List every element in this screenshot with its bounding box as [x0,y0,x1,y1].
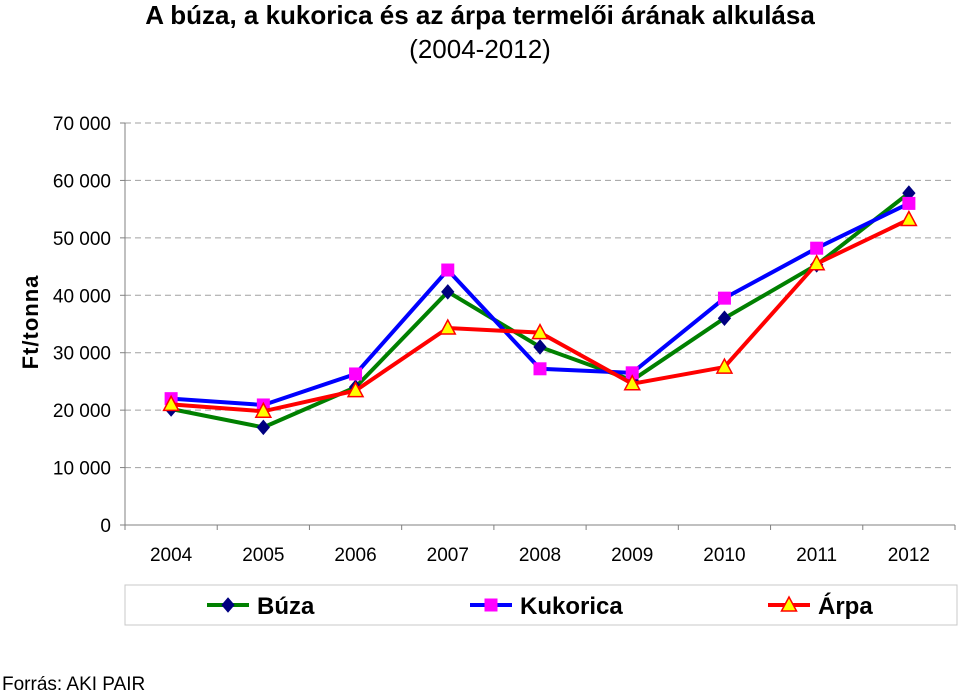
x-tick-label: 2007 [427,545,469,566]
legend-label-2: Kukorica [520,593,623,620]
data-point-s2-2009 [625,366,639,380]
y-tick-label: 30 000 [53,344,111,365]
source-note: Forrás: AKI PAIR [2,674,146,695]
x-tick-label: 2004 [150,545,193,566]
x-tick-label: 2006 [334,545,376,566]
grid-lines [125,122,955,469]
legend-label-1: Búza [257,593,315,620]
data-point-s1-2008 [533,339,547,355]
x-tick-label: 2005 [242,545,284,566]
data-point-s3-2007 [439,318,457,335]
x-tick-label: 2012 [888,545,930,566]
data-point-s3-2006 [346,381,365,398]
y-tick-label: 70 000 [53,114,111,135]
legend: Búza Kukorica Árpa [124,584,958,626]
data-point-s2-2011 [810,241,824,255]
data-point-s3-2010 [715,357,734,374]
x-tick-label: 2010 [703,545,745,566]
axes [120,122,956,530]
chart-subtitle: (2004-2012) [409,34,551,64]
data-point-s3-2012 [900,209,918,227]
data-point-s1-2005 [256,419,270,436]
legend-box [124,584,958,626]
y-tick-label: 10 000 [53,459,111,480]
y-tick-label: 0 [100,516,111,537]
legend-marker-2 [484,598,498,612]
data-point-s1-2007 [441,284,455,300]
y-tick-label: 40 000 [53,286,111,307]
data-point-s3-2004 [162,394,180,412]
x-tick-label: 2011 [796,545,837,566]
y-tick-label: 20 000 [53,401,111,422]
data-point-s3-2008 [531,323,549,340]
data-point-s3-2005 [254,401,273,419]
x-tick-labels: 2004 2005 2006 2007 2008 2009 2010 2011 2012 [150,545,930,566]
data-point-s2-2010 [717,291,731,305]
y-axis-label: Ft/tonna [18,275,43,370]
data-point-s3-2011 [807,254,826,271]
data-point-s2-2012 [902,196,916,210]
data-point-s2-2006 [349,367,363,381]
y-tick-label: 60 000 [53,171,111,192]
x-tick-label: 2009 [611,545,653,566]
series-line-3 [170,217,910,414]
y-tick-labels: 0 10 000 20 000 30 000 40 000 50 000 60 000 70 … [53,114,111,537]
legend-marker-1 [221,597,235,613]
data-point-s2-2008 [533,362,547,376]
legend-marker-3 [780,595,798,612]
data-point-s3-2009 [623,374,641,391]
chart-title: A búza, a kukorica és az árpa termelői á… [145,0,815,30]
legend-label-3: Árpa [818,592,873,620]
data-point-s1-2010 [717,310,732,327]
y-tick-label: 50 000 [53,229,111,250]
series-lines [162,185,918,436]
x-tick-label: 2008 [519,545,561,566]
series-line-1 [170,191,911,430]
data-point-s2-2007 [441,263,455,277]
